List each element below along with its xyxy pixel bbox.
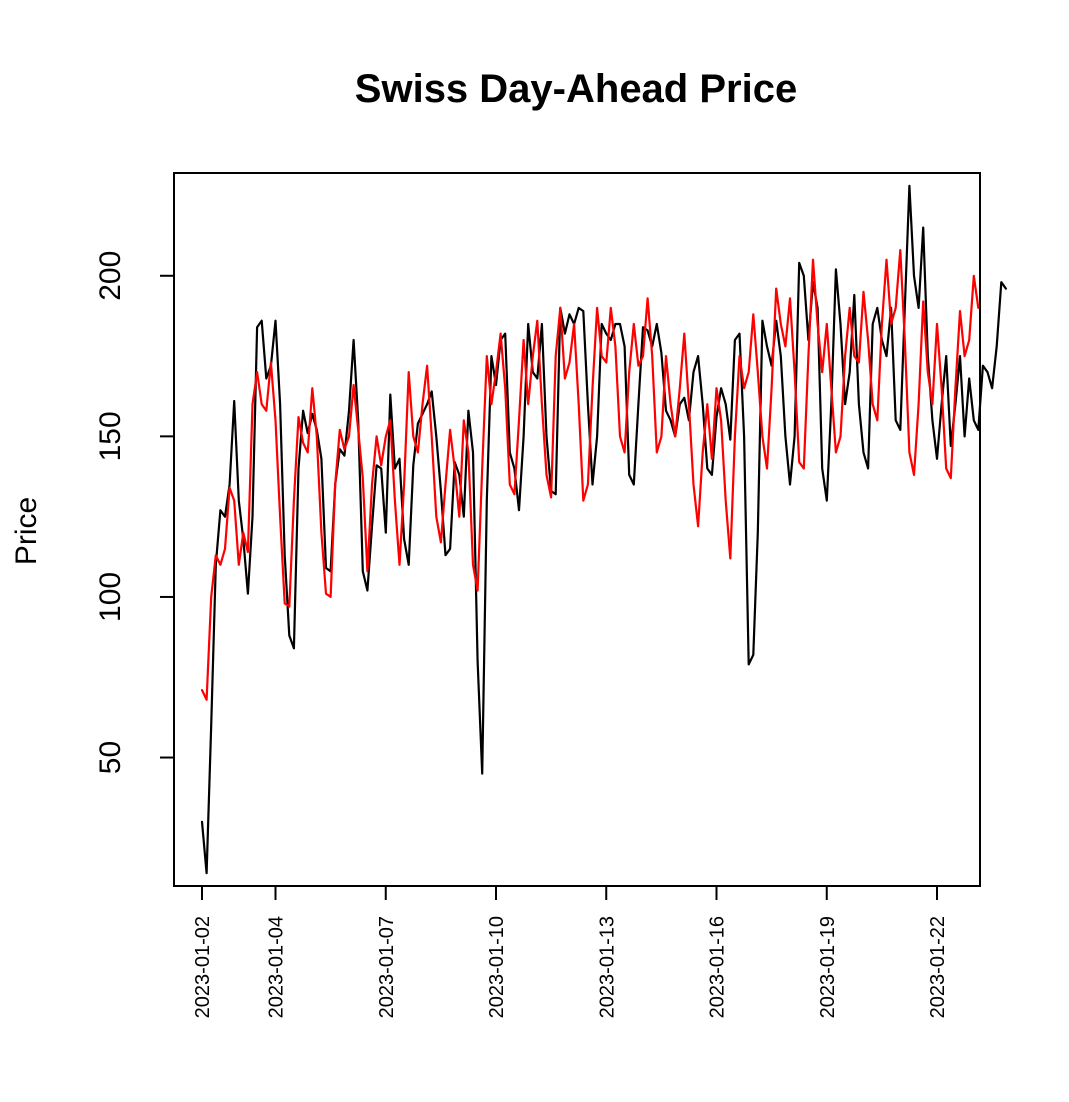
plot-frame <box>173 172 981 887</box>
x-tick-label: 2023-01-13 <box>596 916 618 1018</box>
series-layer <box>200 184 1008 875</box>
x-tick-label: 2023-01-02 <box>192 916 214 1018</box>
x-axis: 2023-01-02 2023-01-04 2023-01-07 2023-01-10… <box>192 885 949 1018</box>
y-tick-label: 50 <box>94 741 127 774</box>
x-tick-label: 2023-01-16 <box>707 916 729 1018</box>
series-line-2 <box>200 249 980 701</box>
y-tick-label: 150 <box>94 411 127 461</box>
y-axis-label: Price <box>10 497 43 565</box>
chart-title: Swiss Day-Ahead Price <box>355 67 797 111</box>
x-tick-label: 2023-01-10 <box>486 916 508 1018</box>
x-tick-label: 2023-01-07 <box>376 916 398 1018</box>
y-tick-label: 100 <box>94 572 127 622</box>
y-axis: 50 100 150 200 <box>94 251 175 774</box>
x-tick-label: 2023-01-19 <box>817 916 839 1018</box>
x-tick-label: 2023-01-22 <box>927 916 949 1018</box>
y-tick-label: 200 <box>94 251 127 301</box>
x-tick-label: 2023-01-04 <box>266 916 288 1018</box>
